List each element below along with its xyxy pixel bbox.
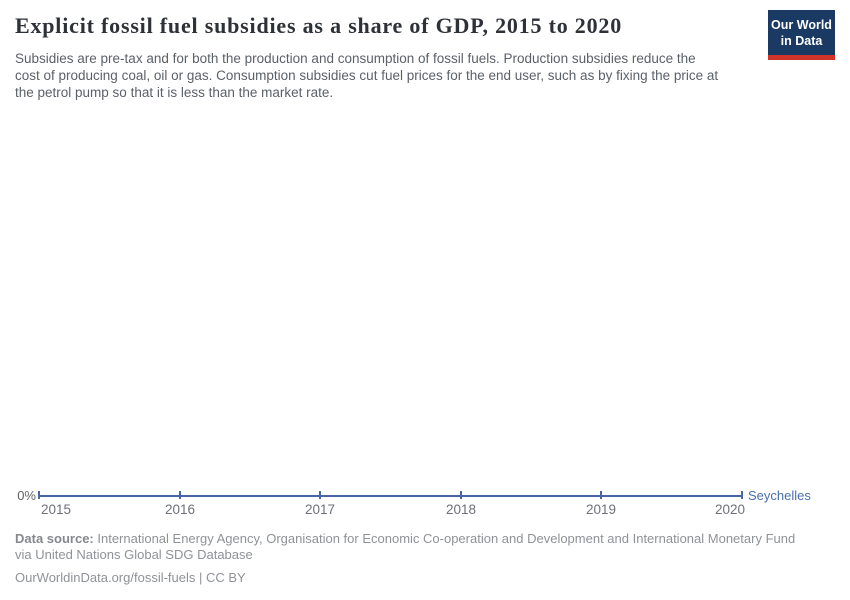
owid-logo-line1: Our World: [771, 18, 832, 32]
chart-subtitle: Subsidies are pre-tax and for both the p…: [15, 51, 719, 101]
y-axis-zero-label: 0%: [17, 488, 36, 503]
license-line: OurWorldinData.org/fossil-fuels | CC BY: [15, 569, 246, 585]
data-point-tick-2017: [319, 491, 321, 499]
data-source-text: International Energy Agency, Organisatio…: [15, 531, 796, 562]
data-point-tick-2019: [600, 491, 602, 499]
x-tick-label-2017: 2017: [304, 502, 336, 517]
x-tick-label-2015: 2015: [41, 502, 72, 517]
chart-title: Explicit fossil fuel subsidies as a shar…: [15, 13, 622, 38]
data-source-label: Data source:: [15, 531, 94, 546]
x-tick-label-2016: 2016: [164, 502, 196, 517]
data-line-seychelles: [39, 495, 742, 497]
data-source-line: Data source: International Energy Agency…: [15, 531, 815, 563]
x-tick-label-2018: 2018: [445, 502, 477, 517]
owid-logo: Our World in Data: [768, 10, 835, 60]
data-point-tick-2018: [460, 491, 462, 499]
owid-logo-line2: in Data: [780, 34, 823, 48]
chart-footer: Data source: International Energy Agency…: [15, 531, 815, 586]
series-label-seychelles: Seychelles: [748, 488, 811, 503]
x-tick-label-2020: 2020: [714, 502, 745, 517]
x-tick-label-2019: 2019: [585, 502, 617, 517]
data-point-tick-2015: [38, 491, 40, 499]
data-point-tick-2020: [741, 491, 743, 499]
data-point-tick-2016: [179, 491, 181, 499]
